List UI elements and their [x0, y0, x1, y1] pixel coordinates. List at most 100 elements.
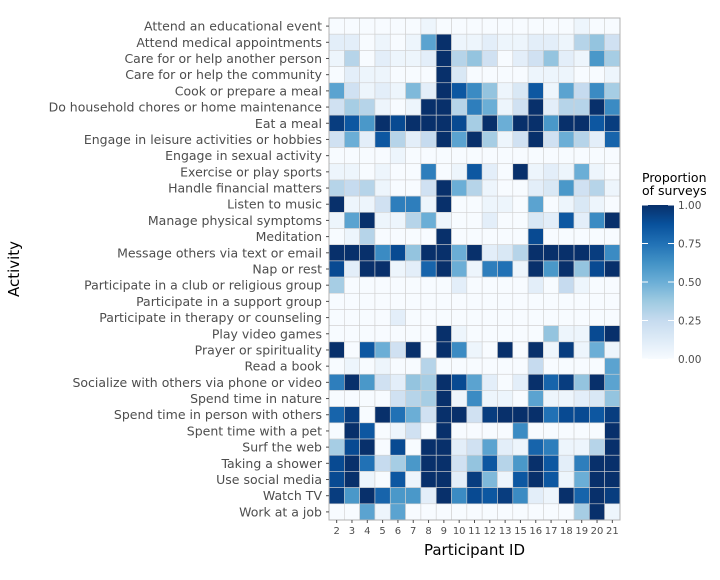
- heatmap-cell: [527, 147, 544, 165]
- heatmap-cell: [558, 244, 575, 262]
- heatmap-cell: [573, 244, 590, 262]
- heatmap-cell: [604, 357, 621, 375]
- heatmap-cell: [497, 309, 514, 326]
- heatmap-cell: [451, 195, 468, 213]
- heatmap-cell: [374, 390, 391, 407]
- legend-title-line1: Proportion: [642, 170, 707, 185]
- heatmap-cell: [405, 422, 422, 440]
- heatmap-cell: [466, 373, 483, 391]
- heatmap-cell: [451, 503, 468, 521]
- heatmap-cell: [405, 292, 422, 310]
- heatmap-cell: [558, 163, 575, 181]
- heatmap-cell: [389, 373, 406, 391]
- heatmap-cell: [527, 260, 544, 278]
- heatmap-cell: [328, 195, 345, 213]
- heatmap-cell: [435, 390, 452, 407]
- heatmap-cell: [558, 503, 575, 521]
- heatmap-cell: [328, 373, 345, 391]
- heatmap-cell: [451, 406, 468, 424]
- heatmap-cell: [389, 17, 406, 35]
- heatmap-cell: [481, 98, 498, 116]
- heatmap-cell: [558, 147, 575, 165]
- legend-tick-label: 0.25: [678, 316, 701, 328]
- heatmap-cell: [435, 82, 452, 100]
- heatmap-cell: [466, 325, 483, 343]
- heatmap-cell: [512, 357, 529, 375]
- heatmap-cell: [451, 163, 468, 181]
- y-tick-label: Meditation: [256, 229, 322, 244]
- heatmap-cell: [389, 341, 406, 359]
- heatmap-cell: [527, 276, 544, 294]
- heatmap-cell: [543, 82, 560, 100]
- heatmap-cell: [389, 487, 406, 505]
- heatmap-cell: [451, 179, 468, 197]
- heatmap-cell: [497, 406, 514, 424]
- heatmap-cell: [420, 341, 437, 359]
- heatmap-cell: [435, 260, 452, 278]
- heatmap-cell: [435, 33, 452, 51]
- heatmap-cell: [435, 212, 452, 229]
- heatmap-cell: [389, 471, 406, 488]
- heatmap-cell: [328, 471, 345, 488]
- y-tick-label: Nap or rest: [252, 262, 322, 277]
- heatmap-cell: [512, 373, 529, 391]
- heatmap-cell: [543, 276, 560, 294]
- heatmap-cell: [497, 82, 514, 100]
- heatmap-cell: [451, 98, 468, 116]
- heatmap-cell: [527, 244, 544, 262]
- heatmap-cell: [558, 487, 575, 505]
- heatmap-cell: [573, 422, 590, 440]
- heatmap-cell: [543, 390, 560, 407]
- heatmap-cell: [451, 33, 468, 51]
- y-tick-label: Care for or help another person: [124, 51, 322, 66]
- heatmap-cell: [466, 163, 483, 181]
- heatmap-cell: [374, 357, 391, 375]
- heatmap-cell: [389, 390, 406, 407]
- heatmap-cell: [451, 471, 468, 488]
- heatmap-cell: [344, 454, 360, 472]
- heatmap-cell: [328, 147, 345, 165]
- heatmap-cell: [512, 114, 529, 132]
- heatmap-cell: [359, 131, 376, 148]
- heatmap-cell: [451, 260, 468, 278]
- x-tick-label: 20: [591, 526, 604, 537]
- heatmap-cell: [512, 292, 529, 310]
- heatmap-cell: [344, 373, 360, 391]
- heatmap-cell: [558, 471, 575, 488]
- heatmap-cell: [420, 98, 437, 116]
- heatmap-cell: [466, 33, 483, 51]
- heatmap-cell: [344, 390, 360, 407]
- heatmap-cell: [359, 438, 376, 456]
- heatmap-cell: [435, 373, 452, 391]
- heatmap-cell: [328, 163, 345, 181]
- heatmap-cell: [328, 406, 345, 424]
- heatmap-cell: [527, 50, 544, 67]
- heatmap-cell: [589, 228, 605, 246]
- heatmap-cell: [466, 292, 483, 310]
- heatmap-cell: [481, 292, 498, 310]
- heatmap-cell: [543, 406, 560, 424]
- heatmap-cell: [420, 487, 437, 505]
- heatmap-cell: [389, 82, 406, 100]
- heatmap-cell: [435, 228, 452, 246]
- heatmap-cell: [374, 66, 391, 84]
- heatmap-cell: [420, 422, 437, 440]
- heatmap-cell: [344, 179, 360, 197]
- heatmap-cell: [374, 438, 391, 456]
- heatmap-cell: [435, 503, 452, 521]
- heatmap-cell: [558, 422, 575, 440]
- heatmap-cell: [435, 406, 452, 424]
- heatmap-cell: [543, 17, 560, 35]
- heatmap-cell: [359, 147, 376, 165]
- heatmap-cell: [420, 325, 437, 343]
- heatmap-cell: [497, 50, 514, 67]
- heatmap-cell: [527, 82, 544, 100]
- heatmap-cell: [589, 390, 605, 407]
- y-tick-label: Play video games: [212, 326, 322, 341]
- heatmap-cell: [543, 325, 560, 343]
- y-tick-label: Eat a meal: [255, 116, 322, 131]
- heatmap-cell: [573, 114, 590, 132]
- heatmap-cell: [328, 325, 345, 343]
- heatmap-cell: [512, 17, 529, 35]
- heatmap-cell: [558, 454, 575, 472]
